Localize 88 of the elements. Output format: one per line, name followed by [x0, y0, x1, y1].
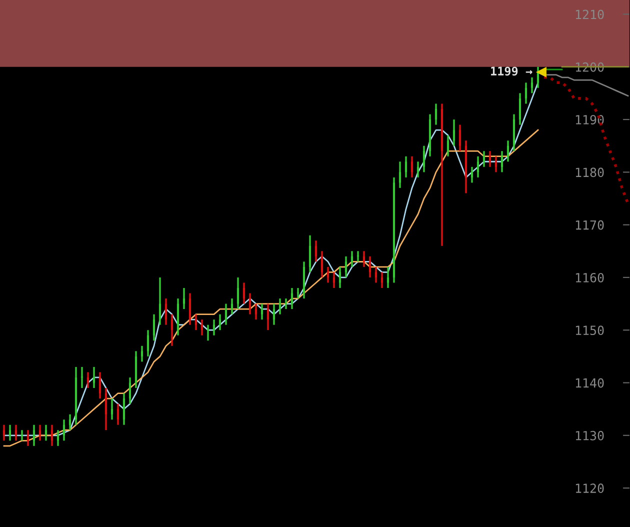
candlestick — [254, 302, 258, 320]
y-tick-label: 1170 — [576, 220, 604, 230]
candlestick — [410, 156, 414, 178]
candlestick — [356, 250, 360, 262]
candlestick — [92, 366, 96, 389]
candlestick — [14, 424, 18, 442]
candlestick — [86, 371, 90, 389]
candlestick — [332, 271, 336, 289]
candlestick — [140, 345, 144, 363]
candlestick — [500, 150, 504, 173]
candlestick — [224, 302, 228, 326]
candlestick — [188, 292, 192, 326]
candlestick — [2, 424, 6, 442]
candlestick — [50, 424, 54, 447]
candlestick — [122, 392, 126, 426]
candlestick — [374, 266, 378, 284]
candlestick — [530, 76, 534, 94]
candlestick — [218, 313, 222, 331]
candlestick — [494, 156, 498, 173]
candlestick — [404, 156, 408, 178]
line-series — [3, 129, 539, 447]
candlestick — [422, 145, 426, 173]
candlestick — [338, 266, 342, 289]
candlestick — [290, 287, 294, 310]
candlestick — [518, 92, 522, 126]
candlestick — [68, 414, 72, 431]
candlestick — [80, 366, 84, 389]
candlestick — [26, 429, 30, 447]
candlestick — [344, 256, 348, 278]
candlestick — [230, 298, 234, 316]
candlestick — [98, 371, 102, 400]
candlestick — [524, 82, 528, 105]
candlestick — [44, 424, 48, 442]
candlestick — [362, 250, 366, 268]
candlestick — [38, 424, 42, 442]
candlestick — [380, 271, 384, 289]
candlestick — [368, 256, 372, 278]
candlestick — [170, 313, 174, 347]
candlestick — [158, 276, 162, 326]
y-tick-label: 1130 — [576, 430, 604, 440]
candlestick — [278, 298, 282, 316]
candlestick — [482, 150, 486, 168]
candlestick — [182, 287, 186, 310]
candlestick — [248, 292, 252, 316]
candlestick — [326, 266, 330, 284]
candlestick — [314, 240, 318, 262]
candlestick — [236, 276, 240, 310]
candlestick — [458, 124, 462, 152]
candlestick — [212, 318, 216, 336]
candlestick — [164, 298, 168, 326]
candlestick — [416, 160, 420, 178]
y-tick-label: 1150 — [576, 326, 604, 336]
candlestick — [386, 266, 390, 289]
candlestick — [32, 424, 36, 447]
candlestick — [350, 250, 354, 268]
candlestick — [272, 302, 276, 326]
candlestick — [284, 298, 288, 310]
candlestick — [470, 166, 474, 184]
candlestick — [266, 302, 270, 331]
candlestick — [146, 329, 150, 358]
y-tick-label: 1140 — [576, 378, 604, 388]
candlestick — [152, 313, 156, 342]
candlestick — [200, 318, 204, 336]
candlestick — [62, 418, 66, 442]
candlestick — [446, 134, 450, 158]
candlestick — [398, 160, 402, 189]
candlestick — [434, 102, 438, 126]
candlestick — [110, 398, 114, 420]
candlestick — [20, 429, 24, 442]
candlestick — [260, 302, 264, 320]
candlestick — [116, 402, 120, 426]
annotation: 1199 → — [491, 66, 532, 76]
candlestick — [8, 424, 12, 442]
candlestick — [506, 140, 510, 162]
y-tick-label: 1180 — [576, 168, 604, 178]
candlestick — [194, 313, 198, 331]
candlestick — [452, 118, 456, 147]
candlestick — [56, 429, 60, 447]
candlestick — [128, 376, 132, 405]
candlestick — [104, 387, 108, 431]
candlestick — [476, 156, 480, 178]
y-tick-label: 1210 — [576, 10, 604, 20]
y-tick-label: 1160 — [576, 272, 604, 282]
candlestick — [308, 234, 312, 274]
candlestick — [242, 282, 246, 305]
candlestick — [320, 250, 324, 278]
candlestick — [488, 150, 492, 168]
y-tick-label: 1120 — [576, 484, 604, 493]
